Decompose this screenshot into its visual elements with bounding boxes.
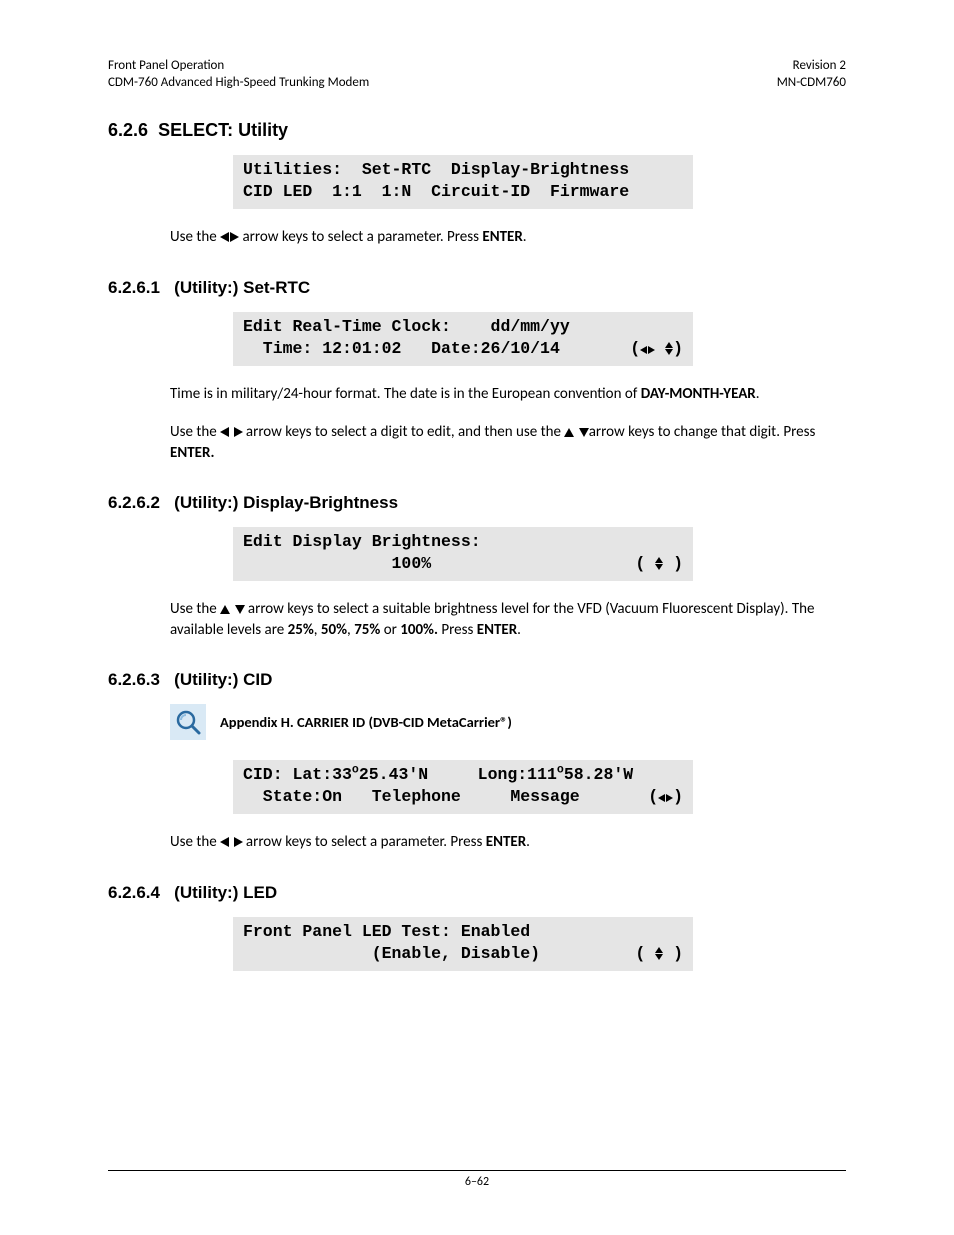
- text-bold: 25%: [288, 621, 314, 639]
- note-text: Appendix H. CARRIER ID (DVB-CID MetaCarr…: [220, 713, 512, 731]
- updown-arrow-icon: [655, 947, 663, 960]
- lcd-line: Front Panel LED Test: Enabled: [243, 922, 530, 941]
- page: Front Panel Operation CDM-760 Advanced H…: [0, 0, 954, 1235]
- header-right-line2: MN-CDM760: [777, 75, 846, 92]
- text-bold: ENTER: [477, 621, 517, 639]
- lcd-display-626: Utilities: Set-RTC Display-Brightness CI…: [233, 155, 693, 210]
- paragraph-6261-2: Use the arrow keys to select a digit to …: [170, 422, 846, 463]
- text: Time is in military/24-hour format. The …: [170, 385, 641, 403]
- header-right: Revision 2 MN-CDM760: [777, 58, 846, 92]
- lcd-display-6261: Edit Real-Time Clock: dd/mm/yy Time: 12:…: [233, 312, 693, 367]
- heading-num: 6.2.6: [108, 120, 148, 140]
- left-arrow-icon: [220, 837, 229, 847]
- text: Use the: [170, 228, 220, 246]
- heading-title: (Utility:) Set-RTC: [174, 278, 310, 297]
- text-bold: 75%: [354, 621, 380, 639]
- text: arrow keys to select a parameter. Press: [243, 833, 486, 851]
- heading-626: 6.2.6 SELECT: Utility: [108, 120, 846, 141]
- lcd-line: Utilities: Set-RTC Display-Brightness: [243, 160, 629, 179]
- text-bold: ENTER: [482, 228, 522, 246]
- text-bold: DAY-MONTH-YEAR: [641, 385, 756, 403]
- page-header: Front Panel Operation CDM-760 Advanced H…: [108, 58, 846, 92]
- lcd-hint-icons: ( ): [635, 553, 683, 575]
- lcd-line: Edit Display Brightness:: [243, 532, 481, 551]
- text: arrow keys to change that digit. Press: [589, 423, 816, 441]
- left-arrow-icon: [220, 232, 229, 242]
- right-arrow-icon: [234, 427, 243, 437]
- lcd-line: Time: 12:01:02 Date:26/10/14: [243, 339, 560, 358]
- text-bold: 50%: [321, 621, 347, 639]
- paragraph-626: Use the arrow keys to select a parameter…: [170, 227, 846, 247]
- text: Use the: [170, 833, 220, 851]
- down-arrow-icon: [579, 428, 589, 437]
- heading-num: 6.2.6.3: [108, 670, 160, 689]
- paragraph-6261-1: Time is in military/24-hour format. The …: [170, 384, 846, 404]
- magnifier-icon: [170, 704, 206, 740]
- text: Use the: [170, 600, 220, 618]
- text: .: [756, 385, 760, 403]
- lcd-line: Edit Real-Time Clock: dd/mm/yy: [243, 317, 570, 336]
- text: Use the: [170, 423, 220, 441]
- text-bold: ENTER.: [170, 444, 214, 462]
- heading-title: SELECT: Utility: [158, 120, 288, 140]
- text: .: [517, 621, 521, 639]
- header-left-line2: CDM-760 Advanced High-Speed Trunking Mod…: [108, 75, 369, 92]
- up-arrow-icon: [220, 605, 230, 614]
- heading-num: 6.2.6.1: [108, 278, 160, 297]
- right-arrow-icon: [648, 346, 655, 354]
- lcd-hint-icons: (): [648, 786, 683, 808]
- heading-6261: 6.2.6.1 (Utility:) Set-RTC: [108, 278, 846, 298]
- lcd-display-6263: CID: Lat:33o25.43'N Long:111o58.28'W Sta…: [233, 760, 693, 815]
- down-arrow-icon: [235, 605, 245, 614]
- lcd-display-6262: Edit Display Brightness: 100% ( ): [233, 527, 693, 582]
- up-arrow-icon: [564, 428, 574, 437]
- right-arrow-icon: [234, 837, 243, 847]
- text: arrow keys to select a digit to edit, an…: [243, 423, 565, 441]
- right-arrow-icon: [230, 232, 239, 242]
- lcd-line: CID: Lat:33o25.43'N Long:111o58.28'W: [243, 765, 633, 784]
- text: .: [523, 228, 527, 246]
- text: Press: [438, 621, 477, 639]
- heading-6263: 6.2.6.3 (Utility:) CID: [108, 670, 846, 690]
- header-left-line1: Front Panel Operation: [108, 58, 369, 75]
- heading-title: (Utility:) Display-Brightness: [174, 493, 398, 512]
- heading-title: (Utility:) LED: [174, 883, 277, 902]
- updown-arrow-icon: [665, 342, 673, 355]
- text: ,: [314, 621, 321, 639]
- header-left: Front Panel Operation CDM-760 Advanced H…: [108, 58, 369, 92]
- heading-num: 6.2.6.2: [108, 493, 160, 512]
- heading-6264: 6.2.6.4 (Utility:) LED: [108, 883, 846, 903]
- page-footer: 6–62: [108, 1170, 846, 1189]
- heading-num: 6.2.6.4: [108, 883, 160, 902]
- lcd-hint-icons: ( ): [630, 338, 683, 360]
- note-row: Appendix H. CARRIER ID (DVB-CID MetaCarr…: [170, 704, 846, 740]
- lcd-display-6264: Front Panel LED Test: Enabled (Enable, D…: [233, 917, 693, 972]
- text-bold: ENTER: [486, 833, 526, 851]
- heading-6262: 6.2.6.2 (Utility:) Display-Brightness: [108, 493, 846, 513]
- text: arrow keys to select a parameter. Press: [239, 228, 482, 246]
- heading-title: (Utility:) CID: [174, 670, 272, 689]
- left-arrow-icon: [658, 794, 665, 802]
- paragraph-6262: Use the arrow keys to select a suitable …: [170, 599, 846, 640]
- page-number: 6–62: [465, 1175, 489, 1189]
- lcd-line: State:On Telephone Message: [243, 787, 580, 806]
- text: or: [380, 621, 400, 639]
- lcd-hint-icons: ( ): [635, 943, 683, 965]
- left-arrow-icon: [640, 346, 647, 354]
- text: .: [526, 833, 530, 851]
- lcd-line: CID LED 1:1 1:N Circuit-ID Firmware: [243, 182, 629, 201]
- lcd-line: 100%: [243, 554, 431, 573]
- left-arrow-icon: [220, 427, 229, 437]
- updown-arrow-icon: [655, 557, 663, 570]
- text-bold: 100%.: [400, 621, 438, 639]
- paragraph-6263: Use the arrow keys to select a parameter…: [170, 832, 846, 852]
- lcd-line: (Enable, Disable): [243, 944, 540, 963]
- header-right-line1: Revision 2: [777, 58, 846, 75]
